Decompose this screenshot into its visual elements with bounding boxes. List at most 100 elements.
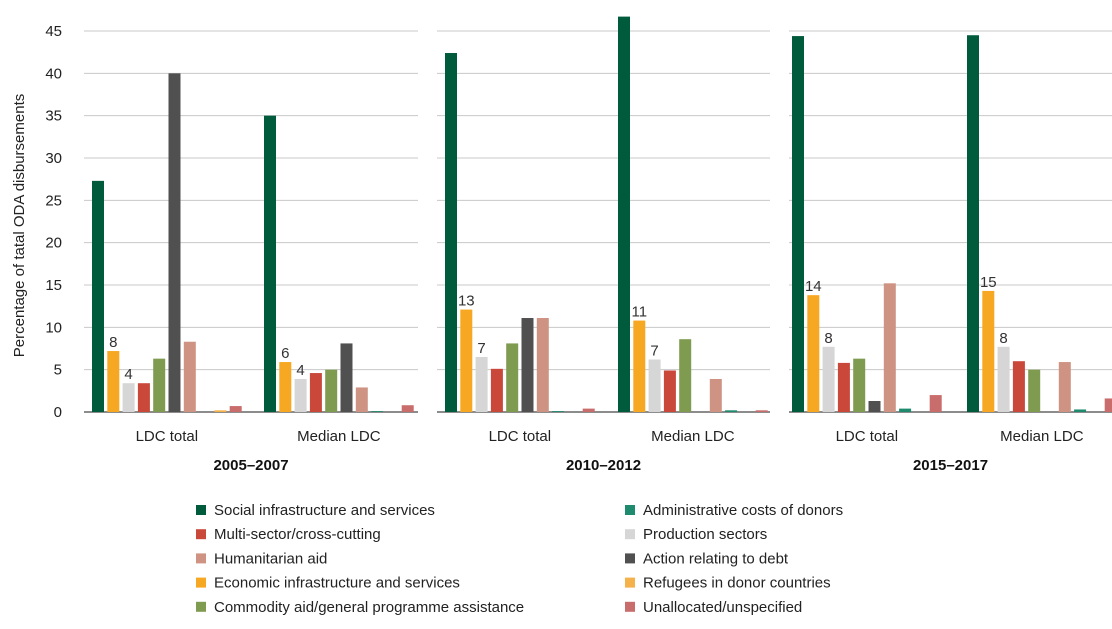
bar <box>663 370 676 412</box>
bar <box>521 318 534 412</box>
bar <box>137 383 150 412</box>
bar <box>633 320 646 412</box>
bar <box>183 341 196 412</box>
bar <box>997 346 1010 412</box>
bar <box>475 356 488 412</box>
y-tick-label: 25 <box>45 192 62 209</box>
legend-item: Production sectors <box>625 526 767 543</box>
legend-label: Action relating to debt <box>643 550 789 567</box>
bar <box>868 400 881 412</box>
bar <box>929 395 942 412</box>
legend-label: Refugees in donor countries <box>643 575 831 592</box>
bar <box>536 318 549 412</box>
bar <box>837 362 850 412</box>
bar <box>153 358 166 412</box>
legend-label: Humanitarian aid <box>214 550 327 567</box>
x-category-label: LDC total <box>489 428 552 445</box>
panel-title: 2015–2017 <box>913 457 988 474</box>
data-label: 8 <box>109 334 117 351</box>
legend-item: Refugees in donor countries <box>625 575 831 592</box>
bar <box>899 408 912 412</box>
data-label: 4 <box>124 366 132 383</box>
data-label: 8 <box>999 330 1007 347</box>
x-category-label: LDC total <box>836 428 899 445</box>
bar <box>648 359 661 412</box>
panel: 13 7 LDC total 11 7 Median LDC 2010–2012 <box>437 16 770 474</box>
x-category-label: Median LDC <box>651 428 735 445</box>
legend-swatch <box>625 577 635 588</box>
legend-item: Humanitarian aid <box>196 550 327 567</box>
y-tick-label: 30 <box>45 150 62 167</box>
bar <box>709 378 722 412</box>
legend-label: Social infrastructure and services <box>214 502 435 519</box>
data-label: 13 <box>458 293 475 310</box>
bar <box>460 309 473 412</box>
bar <box>582 408 595 412</box>
legend-item: Social infrastructure and services <box>196 502 435 519</box>
data-label: 11 <box>632 304 648 321</box>
panel: 14 8 LDC total 15 8 Median LDC 2015–2017 <box>789 30 1112 474</box>
legend-item: Multi-sector/cross-cutting <box>196 526 381 543</box>
legend: Social infrastructure and services Admini… <box>196 502 843 616</box>
bar <box>294 378 307 412</box>
bar <box>229 406 242 412</box>
x-category-label: LDC total <box>136 428 199 445</box>
bar <box>325 369 338 412</box>
y-tick-label: 35 <box>45 108 62 125</box>
bar <box>792 36 804 412</box>
legend-item: Unallocated/unspecified <box>625 599 802 616</box>
data-label: 6 <box>281 345 289 362</box>
bar <box>1074 409 1087 412</box>
panel-title: 2005–2007 <box>213 457 288 474</box>
bar <box>279 362 292 412</box>
y-axis: 0 5 10 15 20 25 30 35 40 45 Percentage of tatal OD… <box>11 23 62 421</box>
bar <box>92 180 104 412</box>
y-tick-label: 10 <box>45 319 62 336</box>
legend-label: Administrative costs of donors <box>643 502 843 519</box>
bar <box>168 73 181 412</box>
data-label: 15 <box>980 274 997 291</box>
bar <box>122 383 135 412</box>
legend-swatch <box>196 601 206 612</box>
legend-item: Action relating to debt <box>625 550 789 567</box>
bar <box>807 295 820 412</box>
bar <box>982 290 995 412</box>
legend-swatch <box>196 529 206 540</box>
bar <box>1012 361 1025 412</box>
x-category-label: Median LDC <box>1000 428 1084 445</box>
bar <box>506 343 519 412</box>
legend-label: Production sectors <box>643 526 767 543</box>
legend-swatch <box>196 553 206 564</box>
y-tick-label: 5 <box>54 362 62 379</box>
bar <box>445 53 457 412</box>
y-tick-label: 0 <box>54 404 62 421</box>
data-label: 8 <box>824 330 832 347</box>
legend-item: Economic infrastructure and services <box>196 575 460 592</box>
bar <box>309 373 322 412</box>
bar <box>1104 398 1112 412</box>
bar <box>371 411 384 412</box>
legend-label: Unallocated/unspecified <box>643 599 802 616</box>
y-tick-label: 15 <box>45 277 62 294</box>
legend-item: Administrative costs of donors <box>625 502 843 519</box>
legend-swatch <box>625 553 635 564</box>
bar <box>618 16 630 413</box>
bar <box>1058 362 1071 412</box>
bar <box>853 358 866 412</box>
panel-title: 2010–2012 <box>566 457 641 474</box>
bar <box>490 368 503 412</box>
x-category-label: Median LDC <box>297 428 381 445</box>
bar <box>107 351 120 412</box>
legend-swatch <box>196 505 206 515</box>
bar <box>967 35 979 412</box>
bar <box>355 387 368 412</box>
legend-swatch <box>625 529 635 540</box>
y-tick-label: 45 <box>45 23 62 40</box>
data-label: 7 <box>477 340 485 357</box>
bar <box>679 339 692 412</box>
legend-swatch <box>196 577 206 588</box>
legend-swatch <box>625 601 635 612</box>
